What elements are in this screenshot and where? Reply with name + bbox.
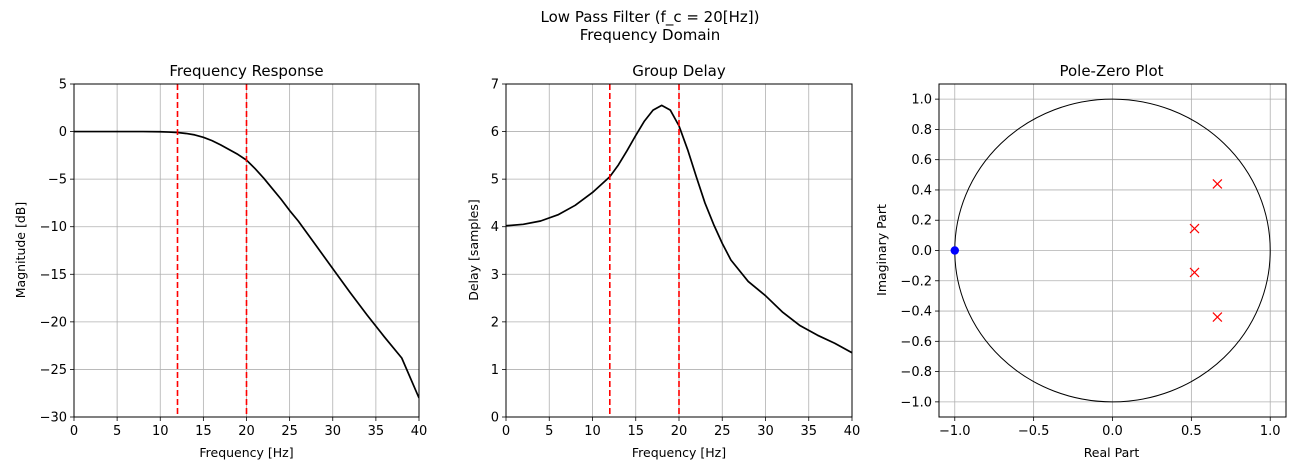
pole-marker bbox=[1189, 267, 1200, 278]
pole-marker bbox=[1212, 312, 1223, 323]
pole-zero-xtick-label: 1.0 bbox=[1260, 424, 1281, 439]
frequency-response-xtick-label: 0 bbox=[70, 424, 78, 439]
pole-zero-ytick-label: 0.8 bbox=[911, 123, 932, 138]
group-delay-xtick-label: 5 bbox=[545, 424, 553, 439]
frequency-response-ytick-label: −15 bbox=[40, 268, 67, 283]
pole-zero-ylabel: Imaginary Part bbox=[874, 204, 889, 296]
pole-zero-ytick-label: −0.4 bbox=[900, 305, 932, 320]
pole-zero-ytick-label: 1.0 bbox=[911, 93, 932, 108]
frequency-response-ylabel: Magnitude [dB] bbox=[13, 202, 28, 298]
group-delay-xtick-label: 30 bbox=[757, 424, 774, 439]
pole-zero-ytick-label: 0.0 bbox=[911, 244, 932, 259]
group-delay-ytick-label: 4 bbox=[491, 220, 499, 235]
frequency-response-xtick-label: 35 bbox=[368, 424, 385, 439]
group-delay-ytick-label: 3 bbox=[491, 268, 499, 283]
pole-zero-ytick-label: 0.6 bbox=[911, 153, 932, 168]
frequency-response-xtick-label: 10 bbox=[152, 424, 169, 439]
group-delay-series-line bbox=[506, 104, 852, 354]
frequency-response-xtick-label: 15 bbox=[195, 424, 212, 439]
frequency-response-ytick-label: −30 bbox=[40, 411, 67, 426]
frequency-response-xlabel: Frequency [Hz] bbox=[199, 445, 293, 460]
group-delay-ylabel: Delay [samples] bbox=[466, 199, 481, 301]
pole-zero-ytick-label: −0.6 bbox=[900, 335, 932, 350]
group-delay-xtick-label: 15 bbox=[627, 424, 644, 439]
pole-zero-ytick-label: 0.4 bbox=[911, 183, 932, 198]
frequency-response-xtick-label: 5 bbox=[113, 424, 121, 439]
group-delay-xtick-label: 25 bbox=[714, 424, 731, 439]
pole-zero-axes-frame bbox=[938, 83, 1287, 418]
group-delay-axes-frame bbox=[505, 83, 853, 418]
frequency-response-series-line bbox=[74, 130, 419, 399]
frequency-response-ytick-label: −5 bbox=[48, 173, 67, 188]
pole-marker bbox=[1212, 178, 1223, 189]
frequency-response-ytick-label: −10 bbox=[40, 220, 67, 235]
group-delay-ytick-label: 0 bbox=[491, 411, 499, 426]
frequency-response-ytick-label: −25 bbox=[40, 363, 67, 378]
pole-zero-xtick-label: 0.0 bbox=[1102, 424, 1123, 439]
pole-zero-xlabel: Real Part bbox=[1084, 445, 1140, 460]
frequency-response-xtick-label: 40 bbox=[411, 424, 428, 439]
group-delay-ytick-label: 2 bbox=[491, 315, 499, 330]
suptitle-line-1: Low Pass Filter (f_c = 20[Hz]) bbox=[541, 8, 760, 27]
group-delay-ytick-label: 6 bbox=[491, 125, 499, 140]
group-delay-plot-area bbox=[506, 84, 852, 417]
pole-zero-ytick-label: 0.2 bbox=[911, 214, 932, 229]
frequency-response-ytick-label: −20 bbox=[40, 315, 67, 330]
group-delay-xtick-label: 0 bbox=[502, 424, 510, 439]
frequency-response-axes-frame bbox=[73, 83, 420, 418]
pole-zero-xtick-label: 0.5 bbox=[1181, 424, 1202, 439]
group-delay-ytick-label: 7 bbox=[491, 78, 499, 93]
frequency-response-xtick-label: 25 bbox=[281, 424, 298, 439]
pole-zero-ytick-label: −0.8 bbox=[900, 365, 932, 380]
group-delay-title: Group Delay bbox=[632, 62, 726, 80]
pole-zero-xtick-label: −1.0 bbox=[939, 424, 971, 439]
pole-zero-ytick-label: −1.0 bbox=[900, 395, 932, 410]
pole-zero-ytick-label: −0.2 bbox=[900, 274, 932, 289]
pole-zero-title: Pole-Zero Plot bbox=[1059, 62, 1163, 80]
frequency-response-xtick-label: 30 bbox=[324, 424, 341, 439]
group-delay-xtick-label: 20 bbox=[671, 424, 688, 439]
frequency-response-axes: Frequency Response Frequency [Hz] Magnit… bbox=[13, 62, 427, 460]
group-delay-xtick-label: 10 bbox=[584, 424, 601, 439]
frequency-response-plot-area bbox=[74, 84, 419, 417]
frequency-response-ytick-label: 5 bbox=[59, 78, 67, 93]
group-delay-ytick-label: 1 bbox=[491, 363, 499, 378]
suptitle-line-2: Frequency Domain bbox=[580, 26, 720, 44]
group-delay-xtick-label: 40 bbox=[844, 424, 861, 439]
frequency-response-ytick-label: 0 bbox=[59, 125, 67, 140]
frequency-response-title: Frequency Response bbox=[169, 62, 323, 80]
group-delay-xlabel: Frequency [Hz] bbox=[632, 445, 726, 460]
group-delay-xtick-label: 35 bbox=[800, 424, 817, 439]
zero-marker bbox=[950, 246, 959, 255]
pole-zero-axes: Pole-Zero Plot Real Part Imaginary Part … bbox=[874, 62, 1287, 460]
group-delay-axes: Group Delay Frequency [Hz] Delay [sample… bbox=[466, 62, 860, 460]
pole-marker bbox=[1189, 223, 1200, 234]
pole-zero-xtick-label: −0.5 bbox=[1018, 424, 1050, 439]
frequency-response-xtick-label: 20 bbox=[238, 424, 255, 439]
group-delay-ytick-label: 5 bbox=[491, 173, 499, 188]
